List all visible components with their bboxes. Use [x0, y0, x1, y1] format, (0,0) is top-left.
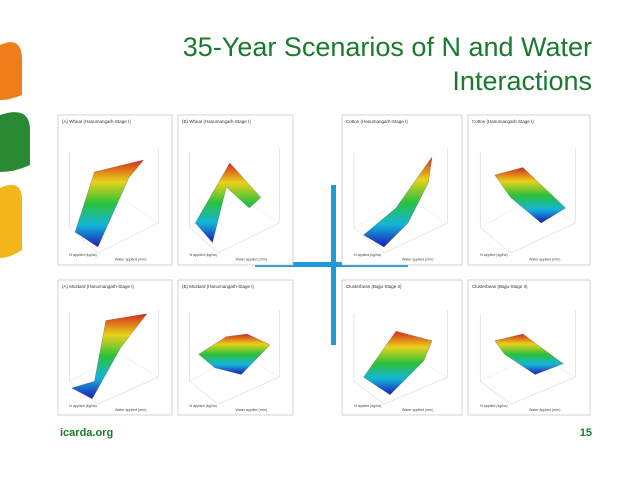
panel-title: Clusterbean (Bajju-Stage II): [472, 284, 528, 289]
deco-orange: [0, 42, 22, 100]
footer-site: icarda.org: [60, 427, 113, 439]
axis-label: N applied (kg/ha): [354, 253, 381, 257]
axis-label: Water applied (mm): [115, 258, 146, 262]
panel-title: Cotton (Hanumangarh-Stage I): [472, 119, 534, 124]
panel-title: (B) Wheat (Hanumangarh-Stage I): [182, 119, 251, 124]
plot-panel: (A) Mustard (Hanumangarh-Stage I) N appli…: [57, 279, 173, 416]
surface: [494, 333, 564, 375]
surface: [363, 331, 433, 395]
plot-panel: Clusterbean (Bajju-Stage II) N applied (k…: [341, 279, 463, 416]
axis-label: N applied (kg/ha): [354, 404, 381, 408]
axis-label: Water applied (mm): [402, 408, 433, 412]
axis-label: N applied (kg/ha): [480, 253, 507, 257]
axis-label: Water applied (mm): [402, 258, 433, 262]
plot-box: [69, 148, 159, 254]
panel-title: (B) Mustard (Hanumangarh-Stage I): [182, 284, 255, 289]
plot-box: [353, 148, 448, 254]
cross-v: [331, 185, 336, 345]
title: Interactions: [452, 66, 592, 96]
axis-label: Water applied (mm): [529, 258, 560, 262]
plot-panel: (A) Wheat (Hanumangarh-Stage I) N applied…: [57, 114, 173, 266]
deco-yellow: [0, 184, 22, 258]
axis-label: Water applied (mm): [236, 408, 267, 412]
panel-frame: [177, 114, 294, 266]
plot-box: [189, 309, 280, 405]
deco-green: [0, 112, 30, 172]
axis-label: N applied (kg/ha): [190, 404, 217, 408]
plot-panel: Cotton (Hanumangarh-Stage I) N applied (k…: [467, 114, 591, 266]
axis-label: Water applied (mm): [115, 408, 146, 412]
plot-box: [189, 148, 280, 254]
plot-panel: (B) Mustard (Hanumangarh-Stage I) N appli…: [177, 279, 294, 416]
surface: [494, 167, 566, 224]
axis-label: N applied (kg/ha): [190, 253, 217, 257]
plot-box: [69, 354, 159, 382]
plot-box: [479, 309, 576, 405]
axis-label: N applied (kg/ha): [69, 253, 96, 257]
axis-label: Water applied (mm): [236, 258, 267, 262]
plot-box: [353, 309, 448, 405]
surface: [195, 162, 262, 243]
panel-title: Cotton (Hanumangarh-Stage I): [346, 119, 408, 124]
plot-box: [479, 148, 576, 254]
plot-panel: Cotton (Hanumangarh-Stage I) N applied (k…: [341, 114, 463, 266]
panel-title: (A) Mustard (Hanumangarh-Stage I): [62, 284, 135, 289]
plot-box: [69, 309, 159, 405]
surface: [74, 159, 144, 248]
plot-panel: Clusterbean (Bajju-Stage II) N applied (k…: [467, 279, 591, 416]
surface: [363, 156, 433, 248]
panel-frame: [341, 114, 463, 266]
plot-panel: (B) Wheat (Hanumangarh-Stage I) N applied…: [177, 114, 294, 266]
page-number: 15: [580, 427, 592, 439]
surface: [71, 313, 148, 400]
panel-title: (A) Wheat (Hanumangarh-Stage I): [62, 119, 131, 124]
axis-label: N applied (kg/ha): [480, 404, 507, 408]
panel-title: Clusterbean (Bajju-Stage II): [346, 284, 402, 289]
surface: [198, 333, 271, 375]
title: 35-Year Scenarios of N and Water: [183, 32, 592, 62]
axis-label: Water applied (mm): [529, 408, 560, 412]
axis-label: N applied (kg/ha): [69, 404, 96, 408]
